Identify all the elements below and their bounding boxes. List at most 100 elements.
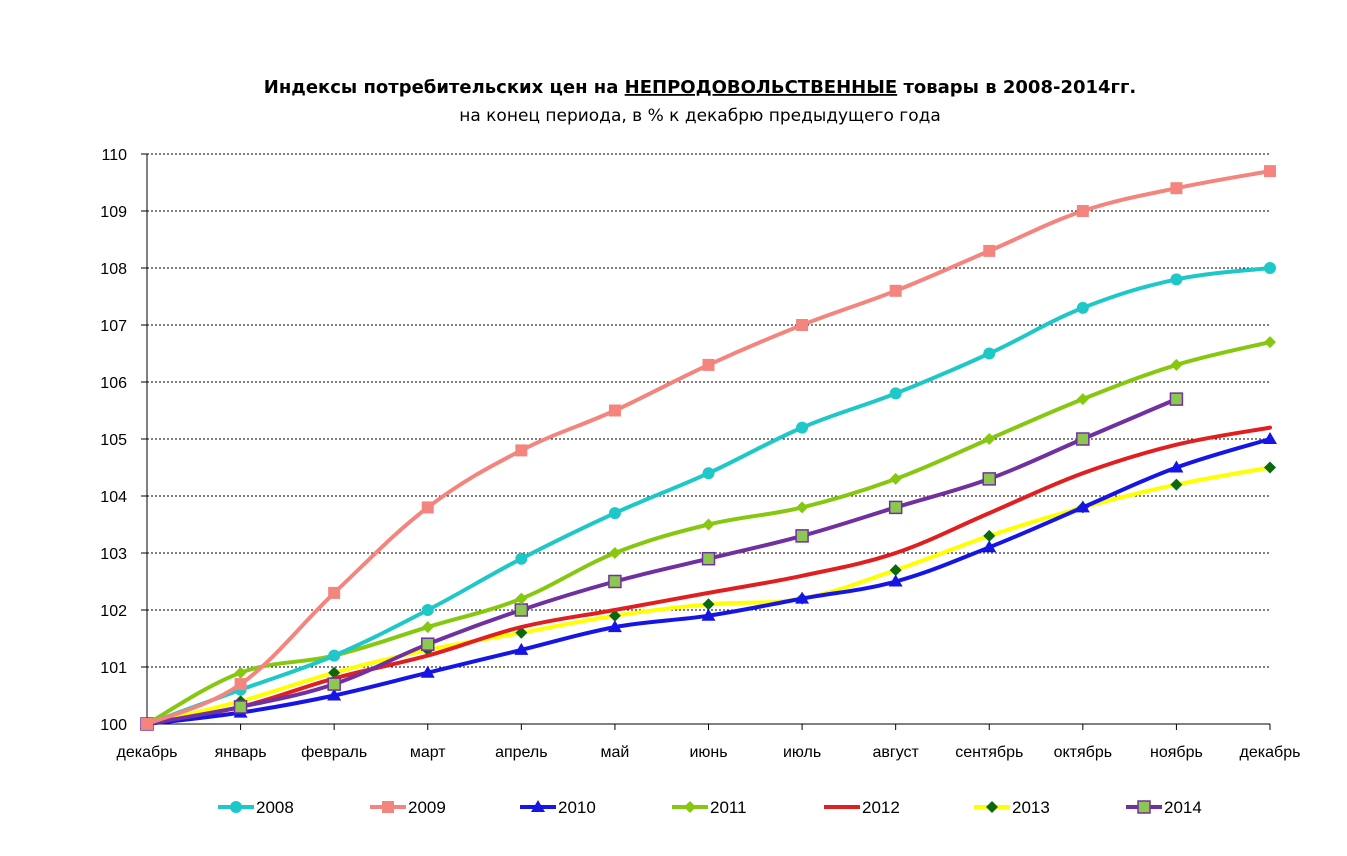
y-tick-label: 100 xyxy=(100,717,127,734)
data-point-2008 xyxy=(1264,262,1276,274)
x-tick-label: февраль xyxy=(301,744,367,761)
x-axis-ticks: декабрь январь февраль март апрель май июнь июл… xyxy=(117,744,1301,761)
data-point-2011 xyxy=(234,666,247,679)
axes xyxy=(141,153,1271,730)
data-point-2010 xyxy=(1263,432,1277,444)
legend-item-2011: 2011 xyxy=(672,798,747,817)
legend-label: 2008 xyxy=(256,798,294,817)
data-point-2014 xyxy=(982,472,996,486)
data-point-2008 xyxy=(983,347,996,360)
data-point-2010 xyxy=(327,688,342,701)
legend-marker xyxy=(531,800,545,812)
data-point-2009 xyxy=(1076,205,1089,217)
data-point-2014 xyxy=(421,637,435,651)
data-point-2014 xyxy=(608,574,622,589)
legend: 2008 2009 2010 2011 2012 2013 2014 xyxy=(218,798,1202,817)
x-tick-label: январь xyxy=(215,744,267,761)
data-point-2010 xyxy=(795,591,810,604)
x-tick-label: июль xyxy=(783,744,821,761)
legend-label: 2013 xyxy=(1012,798,1050,817)
series-group xyxy=(140,165,1277,731)
data-point-2011 xyxy=(889,472,902,485)
legend-marker xyxy=(382,801,394,813)
legend-item-2012: 2012 xyxy=(824,798,900,817)
data-point-2014 xyxy=(795,529,809,543)
data-point-2008 xyxy=(702,467,715,480)
data-point-2008 xyxy=(1076,301,1089,314)
chart-subtitle: на конец периода, в % к декабрю предыдущ… xyxy=(459,106,941,126)
x-tick-label: апрель xyxy=(495,744,548,761)
data-point-2008 xyxy=(515,552,528,565)
data-point-2010 xyxy=(888,574,903,587)
chart-title-emphasis: НЕПРОДОВОЛЬСТВЕННЫЕ xyxy=(625,77,898,98)
chart-title: Индексы потребительских цен на НЕПРОДОВО… xyxy=(264,77,1136,98)
x-tick-label: декабрь xyxy=(117,744,178,761)
data-point-2008 xyxy=(421,604,434,616)
series-2010 xyxy=(140,432,1277,729)
data-point-2010 xyxy=(607,620,622,633)
data-point-2008 xyxy=(889,387,902,400)
y-tick-label: 103 xyxy=(100,546,127,563)
legend-label: 2014 xyxy=(1164,798,1202,817)
data-point-2009 xyxy=(141,718,153,730)
series-2011 xyxy=(141,336,1276,730)
data-point-2010 xyxy=(514,642,529,655)
data-point-2013 xyxy=(1264,461,1276,474)
legend-item-2014: 2014 xyxy=(1126,798,1202,817)
data-point-2011 xyxy=(983,433,996,445)
legend-marker xyxy=(684,801,696,813)
series-2014 xyxy=(140,392,1184,731)
data-point-2009 xyxy=(1170,182,1183,195)
data-point-2011 xyxy=(1076,393,1089,406)
data-point-2009 xyxy=(889,284,902,297)
x-tick-label: июнь xyxy=(689,744,727,761)
data-point-2008 xyxy=(328,649,341,662)
data-point-2011 xyxy=(608,547,621,559)
data-point-2013 xyxy=(889,564,902,577)
x-tick-label: май xyxy=(600,744,629,761)
data-point-2010 xyxy=(1075,500,1090,513)
data-point-2011 xyxy=(796,501,809,514)
data-point-2008 xyxy=(608,507,621,520)
data-point-2009 xyxy=(515,444,528,457)
data-point-2011 xyxy=(1264,336,1276,349)
series-2009 xyxy=(141,165,1276,730)
legend-label: 2010 xyxy=(558,798,596,817)
data-point-2008 xyxy=(1170,273,1183,286)
legend-label: 2011 xyxy=(710,798,747,817)
legend-item-2013: 2013 xyxy=(974,798,1050,817)
x-tick-label: ноябрь xyxy=(1150,744,1203,761)
y-tick-label: 102 xyxy=(100,603,127,620)
data-point-2013 xyxy=(608,609,621,622)
data-point-2009 xyxy=(702,358,715,371)
legend-label: 2012 xyxy=(862,798,900,817)
data-point-2014 xyxy=(1076,432,1090,446)
data-point-2009 xyxy=(1264,165,1276,178)
data-point-2013 xyxy=(702,598,715,611)
data-point-2013 xyxy=(983,529,996,542)
y-tick-label: 104 xyxy=(100,489,127,506)
data-point-2011 xyxy=(1170,358,1183,371)
y-tick-label: 107 xyxy=(100,318,127,335)
legend-marker xyxy=(230,801,242,813)
legend-marker xyxy=(986,801,998,813)
y-tick-label: 105 xyxy=(100,432,127,449)
x-tick-label: март xyxy=(410,744,446,761)
legend-item-2008: 2008 xyxy=(218,798,294,817)
series-line-2009 xyxy=(145,169,1272,726)
data-point-2009 xyxy=(234,678,247,691)
series-line-2014 xyxy=(145,397,1179,726)
data-point-2014 xyxy=(327,677,341,691)
data-point-2011 xyxy=(515,592,528,605)
chart-title-suffix: товары в 2008-2014гг. xyxy=(897,77,1136,98)
x-tick-label: август xyxy=(872,744,919,761)
grid-lines xyxy=(147,153,1270,668)
x-tick-label: сентябрь xyxy=(955,744,1023,761)
data-point-2011 xyxy=(702,518,715,531)
data-point-2014 xyxy=(888,500,903,515)
data-point-2009 xyxy=(328,586,341,599)
y-tick-label: 109 xyxy=(100,204,127,221)
data-point-2014 xyxy=(514,603,529,617)
x-tick-label: октябрь xyxy=(1054,744,1112,761)
legend-label: 2009 xyxy=(408,798,446,817)
